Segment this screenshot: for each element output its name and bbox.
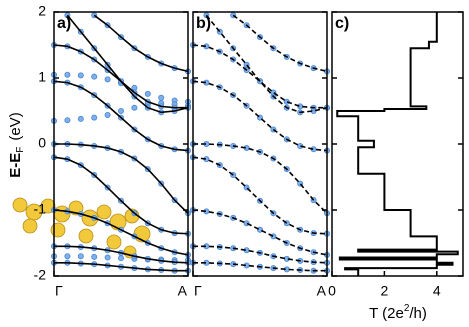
x-axis-label: T (2e2/h) — [369, 303, 427, 322]
panel: -2 -1 0 1 2 Γ Aa) — [34, 3, 191, 299]
band-point — [158, 94, 165, 101]
y-tick-label: -1 — [34, 201, 47, 217]
band-line — [232, 14, 328, 73]
atom — [96, 204, 112, 220]
band-line — [93, 14, 189, 73]
band-point — [91, 253, 98, 260]
band-point — [118, 108, 125, 115]
y-label-sub: F — [15, 147, 26, 153]
band-line — [193, 143, 328, 214]
band-line — [192, 44, 327, 109]
x-tick-label: Γ — [55, 283, 63, 299]
atom — [12, 197, 28, 213]
transmission-line — [336, 12, 459, 276]
band-point — [256, 226, 263, 233]
atom — [81, 209, 99, 227]
y-tick-label: 0 — [38, 135, 46, 151]
band-line — [192, 156, 328, 235]
y-label-main: E-E — [7, 153, 24, 178]
y-tick-label: 1 — [38, 69, 46, 85]
panel-frame — [192, 11, 328, 277]
band-point — [77, 253, 84, 260]
y-tick-label: 2 — [38, 3, 46, 19]
band-line — [193, 262, 327, 272]
y-axis-label: E-EF (eV) — [7, 112, 26, 177]
band-point — [283, 98, 290, 105]
panel-label: a) — [57, 15, 71, 32]
x-tick-label: 0 — [328, 283, 336, 299]
band-line — [193, 245, 328, 264]
atom — [78, 228, 94, 244]
x-label-sup: 2 — [404, 303, 410, 314]
x-tick-label: A — [317, 283, 327, 299]
band-point — [270, 233, 277, 240]
panel-label: b) — [196, 15, 211, 32]
atom — [50, 222, 66, 238]
band-point — [104, 76, 111, 83]
x-tick-label: 4 — [433, 283, 441, 299]
x-label-main: T (2e — [369, 305, 404, 322]
x-label-end: /h) — [409, 305, 427, 322]
atom — [22, 218, 38, 234]
x-tick-label: A — [178, 283, 188, 299]
band-point — [91, 114, 98, 121]
band-point — [104, 111, 111, 118]
band-line — [53, 44, 188, 109]
y-label-unit: (eV) — [7, 112, 24, 140]
x-tick-label: 2 — [381, 283, 389, 299]
band-point — [104, 254, 111, 261]
band-point — [64, 253, 71, 260]
band-point — [64, 71, 71, 78]
band-line — [53, 80, 189, 152]
band-point — [131, 104, 138, 111]
band-point — [243, 220, 250, 227]
band-line — [66, 14, 189, 114]
panel-frame — [331, 11, 464, 277]
panel: Γ Ab) — [189, 11, 330, 299]
panel: 0 2 4 c) — [328, 11, 464, 299]
band-line — [54, 262, 188, 272]
band-point — [64, 117, 71, 124]
band-point — [77, 115, 84, 122]
band-point — [91, 73, 98, 80]
atom — [106, 234, 122, 250]
band-point — [144, 90, 151, 97]
band-line — [54, 245, 189, 264]
x-tick-label: Γ — [194, 283, 202, 299]
band-line — [192, 80, 328, 152]
band-point — [118, 255, 125, 262]
y-tick-label: -2 — [34, 267, 47, 283]
band-line — [53, 156, 189, 235]
band-point — [77, 72, 84, 79]
band-line — [205, 14, 328, 114]
panel-label: c) — [335, 15, 349, 32]
band-line — [53, 209, 189, 256]
band-line — [54, 143, 189, 214]
panel-frame — [53, 11, 189, 277]
